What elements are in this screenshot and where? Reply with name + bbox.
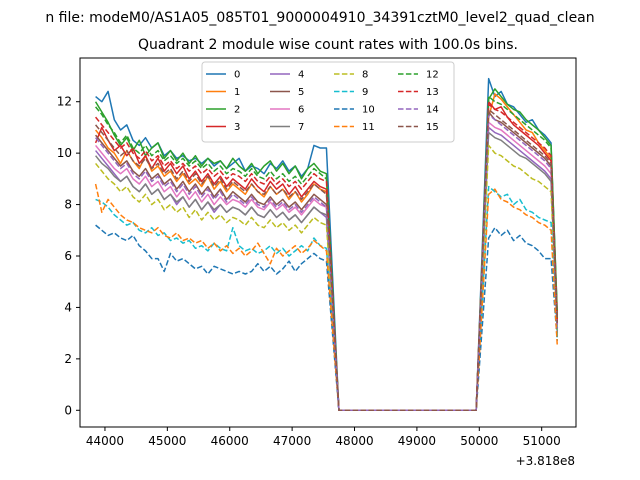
legend-label-4: 4 bbox=[298, 70, 304, 81]
legend-label-11: 11 bbox=[362, 122, 375, 133]
y-tick-label: 4 bbox=[64, 300, 72, 314]
axes-title: Quadrant 2 module wise count rates with … bbox=[138, 37, 518, 53]
y-tick-label: 8 bbox=[64, 198, 72, 212]
y-tick-label: 0 bbox=[64, 403, 72, 417]
series-layer bbox=[94, 77, 559, 412]
series-line-15 bbox=[95, 108, 559, 412]
series-line-11 bbox=[94, 183, 559, 412]
legend-label-7: 7 bbox=[298, 122, 304, 133]
x-tick-label: 51000 bbox=[523, 434, 561, 448]
legend-label-2: 2 bbox=[234, 105, 240, 116]
legend-label-12: 12 bbox=[426, 70, 439, 81]
x-tick-label: 45000 bbox=[148, 434, 186, 448]
legend-label-5: 5 bbox=[298, 87, 304, 98]
legend-label-14: 14 bbox=[426, 105, 439, 116]
legend-label-10: 10 bbox=[362, 105, 375, 116]
legend-label-13: 13 bbox=[426, 87, 439, 98]
legend-label-0: 0 bbox=[234, 70, 240, 81]
x-tick-label: 46000 bbox=[211, 434, 249, 448]
y-tick-label: 10 bbox=[57, 146, 72, 160]
axes-frame bbox=[79, 57, 577, 428]
x-tick-label: 44000 bbox=[86, 434, 124, 448]
figure-suptitle: n file: modeM0/AS1A05_085T01_9000004910_… bbox=[45, 10, 594, 26]
legend-frame bbox=[201, 61, 455, 143]
legend-label-8: 8 bbox=[362, 70, 368, 81]
legend-label-6: 6 bbox=[298, 105, 304, 116]
x-axis: 44000 45000 46000 47000 48000 49000 50000 51000 bbox=[86, 427, 561, 448]
series-line-12 bbox=[95, 95, 559, 412]
x-tick-label: 47000 bbox=[273, 434, 311, 448]
y-tick-label: 12 bbox=[57, 95, 72, 109]
x-tick-label: 48000 bbox=[335, 434, 373, 448]
y-tick-label: 2 bbox=[64, 352, 72, 366]
legend-label-15: 15 bbox=[426, 122, 439, 133]
legend-label-1: 1 bbox=[234, 87, 240, 98]
x-tick-label: 50000 bbox=[460, 434, 498, 448]
x-offset-label: +3.818e8 bbox=[516, 454, 575, 468]
y-tick-label: 6 bbox=[64, 249, 72, 263]
legend-label-3: 3 bbox=[234, 122, 240, 133]
x-tick-label: 49000 bbox=[398, 434, 436, 448]
y-axis: 0 2 4 6 8 10 12 bbox=[57, 95, 80, 417]
legend-label-9: 9 bbox=[362, 87, 368, 98]
